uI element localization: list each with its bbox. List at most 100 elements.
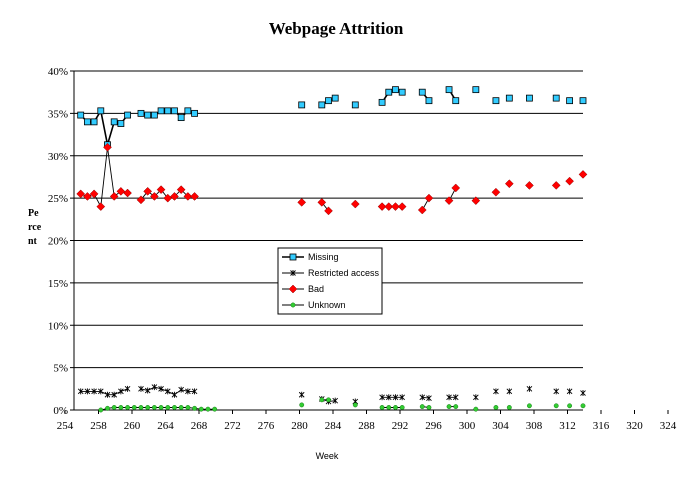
point-restricted-access bbox=[144, 387, 151, 394]
point-restricted-access bbox=[118, 388, 124, 395]
point-bad bbox=[565, 176, 574, 186]
point-bad bbox=[288, 284, 298, 294]
series-line bbox=[80, 108, 129, 145]
point-missing bbox=[526, 94, 533, 102]
legend: Missing Restricted access Bad Unknown bbox=[277, 247, 383, 315]
point-unknown bbox=[98, 407, 104, 413]
point-unknown bbox=[131, 405, 137, 410]
point-bad bbox=[444, 196, 454, 206]
point-bad bbox=[317, 198, 327, 207]
point-bad bbox=[183, 192, 193, 201]
point-restricted-access bbox=[124, 385, 131, 392]
point-missing bbox=[124, 111, 131, 119]
point-restricted-access bbox=[426, 395, 432, 402]
point-bad bbox=[504, 179, 514, 189]
y-axis-label-line: nt bbox=[28, 236, 38, 247]
point-restricted-access bbox=[158, 385, 164, 392]
point-unknown bbox=[178, 405, 184, 410]
y-tick-label: 25% bbox=[48, 193, 68, 205]
point-bad bbox=[150, 192, 159, 201]
point-missing bbox=[83, 118, 91, 126]
point-bad bbox=[397, 202, 407, 211]
x-tick-label: 260 bbox=[124, 420, 141, 432]
point-restricted-access bbox=[138, 385, 144, 392]
point-restricted-access bbox=[178, 386, 184, 393]
legend-label: Missing bbox=[308, 252, 339, 262]
chart-title: Webpage Attrition bbox=[269, 19, 404, 38]
x-tick-label: 312 bbox=[559, 420, 576, 432]
point-unknown bbox=[290, 302, 296, 308]
x-tick-label: 258 bbox=[90, 420, 107, 432]
point-bad bbox=[163, 193, 173, 203]
point-missing bbox=[90, 118, 98, 126]
point-bad bbox=[76, 189, 86, 199]
point-missing bbox=[325, 97, 332, 105]
point-unknown bbox=[493, 405, 499, 410]
point-restricted-access bbox=[164, 388, 171, 395]
point-bad bbox=[123, 188, 132, 198]
point-restricted-access bbox=[526, 385, 533, 392]
point-unknown bbox=[473, 406, 479, 412]
x-tick-label: 320 bbox=[626, 420, 643, 432]
point-missing bbox=[472, 86, 480, 94]
point-restricted-access bbox=[506, 388, 513, 395]
point-unknown bbox=[145, 405, 151, 410]
series-unknown bbox=[98, 397, 586, 413]
x-axis-label: Week bbox=[316, 451, 339, 461]
point-unknown bbox=[399, 405, 405, 410]
point-bad bbox=[156, 185, 166, 195]
point-bad bbox=[417, 205, 427, 215]
point-missing bbox=[552, 94, 560, 102]
point-restricted-access bbox=[419, 394, 426, 401]
point-restricted-access bbox=[298, 391, 305, 398]
point-missing bbox=[452, 97, 460, 105]
point-unknown bbox=[352, 402, 358, 408]
point-restricted-access bbox=[77, 388, 84, 395]
point-unknown bbox=[379, 405, 385, 410]
point-unknown bbox=[453, 404, 459, 410]
point-restricted-access bbox=[580, 390, 586, 397]
point-restricted-access bbox=[553, 388, 560, 395]
series-missing bbox=[77, 86, 587, 149]
point-restricted-access bbox=[493, 388, 499, 395]
point-bad bbox=[451, 183, 461, 193]
point-missing bbox=[425, 97, 433, 105]
point-bad bbox=[136, 195, 146, 205]
point-unknown bbox=[580, 403, 586, 409]
y-tick-label: 20% bbox=[48, 236, 68, 248]
plot-series bbox=[76, 86, 588, 413]
point-restricted-access bbox=[452, 394, 459, 401]
x-tick-label: 324 bbox=[660, 420, 677, 432]
point-restricted-access bbox=[290, 270, 296, 276]
point-missing bbox=[351, 101, 359, 109]
y-tick-label: 35% bbox=[48, 108, 68, 120]
point-missing bbox=[418, 88, 426, 96]
point-missing bbox=[144, 111, 152, 119]
point-missing bbox=[566, 97, 574, 105]
legend-label: Bad bbox=[308, 284, 324, 294]
point-bad bbox=[109, 192, 119, 201]
point-unknown bbox=[205, 406, 211, 412]
point-missing bbox=[184, 107, 192, 115]
legend-label: Restricted access bbox=[308, 268, 380, 278]
point-bad bbox=[578, 170, 588, 179]
point-bad bbox=[391, 202, 400, 211]
point-unknown bbox=[165, 405, 171, 410]
point-missing bbox=[77, 111, 85, 119]
point-restricted-access bbox=[473, 394, 479, 401]
point-unknown bbox=[506, 405, 512, 410]
series-bad bbox=[76, 142, 588, 216]
point-unknown bbox=[567, 403, 573, 409]
point-unknown bbox=[393, 405, 398, 410]
point-bad bbox=[103, 142, 112, 152]
x-tick-label: 304 bbox=[492, 420, 509, 432]
point-unknown bbox=[151, 405, 157, 410]
y-tick-label: 30% bbox=[48, 151, 68, 163]
point-missing bbox=[505, 94, 513, 102]
point-bad bbox=[350, 199, 360, 209]
y-axis-label-line: rce bbox=[28, 222, 42, 233]
point-restricted-access bbox=[566, 388, 573, 395]
point-missing bbox=[110, 118, 118, 126]
x-tick-label: 308 bbox=[526, 420, 543, 432]
